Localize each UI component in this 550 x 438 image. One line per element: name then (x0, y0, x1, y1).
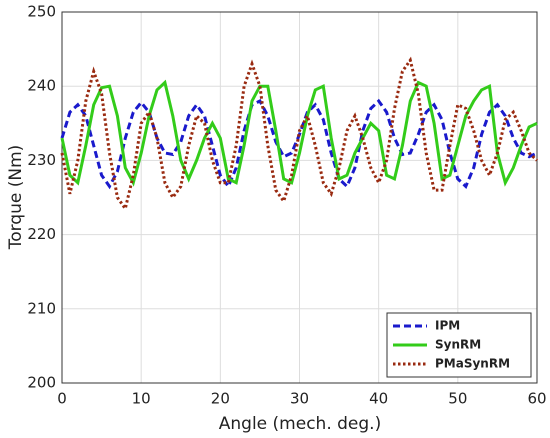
legend-label: IPM (435, 319, 460, 333)
series-line (60, 79, 538, 187)
x-tick-label: 30 (290, 390, 309, 408)
legend-label: PMaSynRM (435, 357, 510, 371)
x-tick-label: 10 (132, 390, 151, 408)
x-tick-label: 60 (527, 390, 546, 408)
x-tick-label: 20 (211, 390, 230, 408)
plot-frame (61, 11, 538, 384)
legend-label: SynRM (435, 338, 481, 352)
y-tick-label: 250 (27, 3, 56, 21)
y-tick-label: 230 (27, 151, 56, 169)
x-tick-label: 40 (369, 390, 388, 408)
y-tick-label: 240 (27, 77, 56, 95)
x-axis-label: Angle (mech. deg.) (219, 414, 381, 434)
y-tick-label: 210 (27, 299, 56, 317)
y-tick-label: 200 (27, 374, 56, 392)
series-line (60, 56, 539, 213)
y-tick-label: 220 (27, 225, 56, 243)
x-tick-label: 0 (57, 390, 67, 408)
y-axis-label: Torque (Nm) (6, 145, 26, 251)
x-tick-label: 50 (448, 390, 467, 408)
